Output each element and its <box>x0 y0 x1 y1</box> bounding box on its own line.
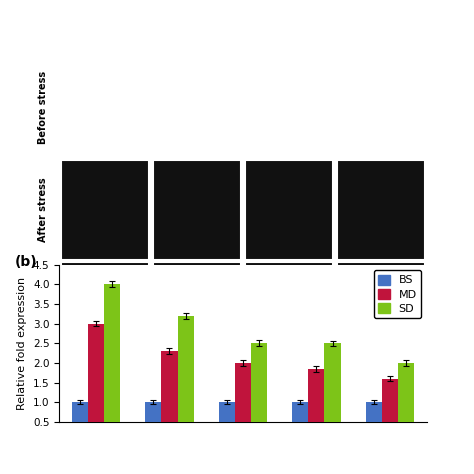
Bar <box>235 363 251 441</box>
FancyBboxPatch shape <box>153 262 241 362</box>
Text: (b): (b) <box>15 255 38 269</box>
Y-axis label: Relative fold expression: Relative fold expression <box>18 277 27 410</box>
Bar <box>292 402 308 441</box>
FancyBboxPatch shape <box>153 160 241 260</box>
Text: After stress: After stress <box>38 178 48 242</box>
Bar <box>161 351 178 441</box>
Bar <box>382 379 398 441</box>
FancyBboxPatch shape <box>245 160 333 260</box>
Legend: BS, MD, SD: BS, MD, SD <box>374 270 421 318</box>
Text: Before stress: Before stress <box>38 72 48 145</box>
Bar <box>219 402 235 441</box>
Bar <box>178 316 194 441</box>
Bar <box>88 324 104 441</box>
Bar <box>398 363 414 441</box>
FancyBboxPatch shape <box>245 262 333 362</box>
Bar <box>325 343 341 441</box>
Bar <box>308 369 325 441</box>
FancyBboxPatch shape <box>337 160 425 260</box>
Bar <box>251 343 267 441</box>
Bar <box>104 284 120 441</box>
FancyBboxPatch shape <box>61 160 149 260</box>
FancyBboxPatch shape <box>61 262 149 362</box>
Bar <box>72 402 88 441</box>
Bar <box>145 402 161 441</box>
Bar <box>365 402 382 441</box>
FancyBboxPatch shape <box>337 262 425 362</box>
